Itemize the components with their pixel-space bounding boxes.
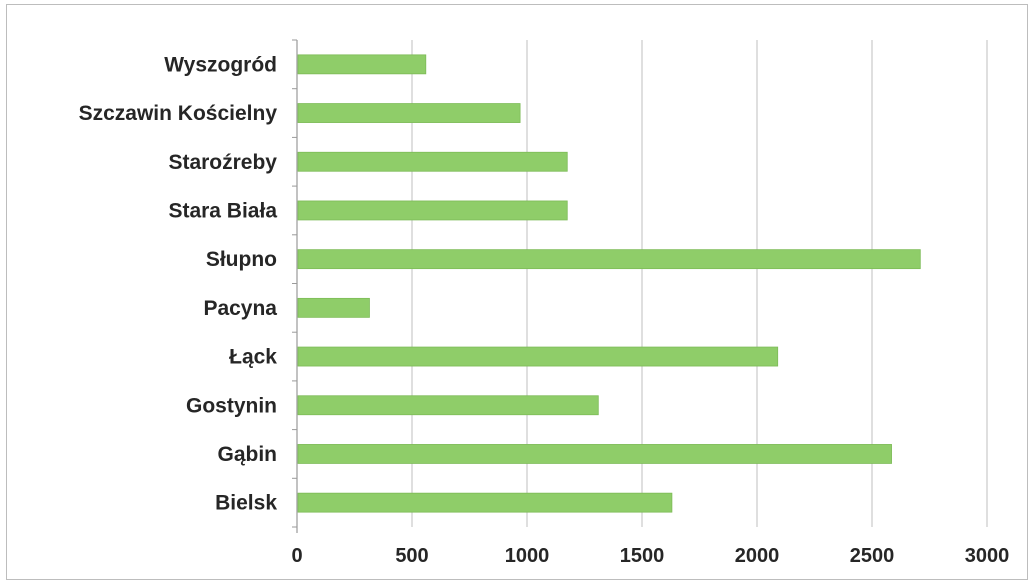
bar-8: [297, 395, 599, 416]
bar-10: [297, 492, 673, 513]
bar-5: [297, 249, 921, 270]
x-tick-label-3000: 3000: [965, 545, 1010, 567]
chart-frame: [6, 4, 1028, 580]
category-label-3: Staroźreby: [168, 151, 277, 174]
category-label-10: Bielsk: [215, 492, 277, 515]
x-tick-label-2000: 2000: [735, 545, 780, 567]
category-label-4: Stara Biała: [168, 199, 277, 222]
bar-2: [297, 103, 521, 123]
category-label-6: Pacyna: [203, 297, 277, 320]
category-label-1: Wyszogród: [164, 53, 277, 76]
category-label-9: Gąbin: [217, 443, 277, 466]
bar-7: [297, 346, 779, 367]
bar-1: [297, 54, 427, 75]
category-label-5: Słupno: [206, 248, 277, 271]
bar-6: [297, 297, 370, 318]
x-tick-label-1500: 1500: [620, 545, 665, 567]
x-tick-label-1000: 1000: [505, 545, 550, 567]
category-label-8: Gostynin: [186, 394, 277, 417]
bar-9: [297, 444, 892, 464]
bar-4: [297, 200, 568, 221]
x-tick-label-500: 500: [395, 545, 428, 567]
category-label-7: Łąck: [229, 346, 277, 369]
x-tick-label-2500: 2500: [850, 545, 895, 567]
category-label-2: Szczawin Kościelny: [79, 102, 278, 125]
bar-3: [297, 151, 568, 172]
x-tick-label-0: 0: [291, 545, 302, 567]
